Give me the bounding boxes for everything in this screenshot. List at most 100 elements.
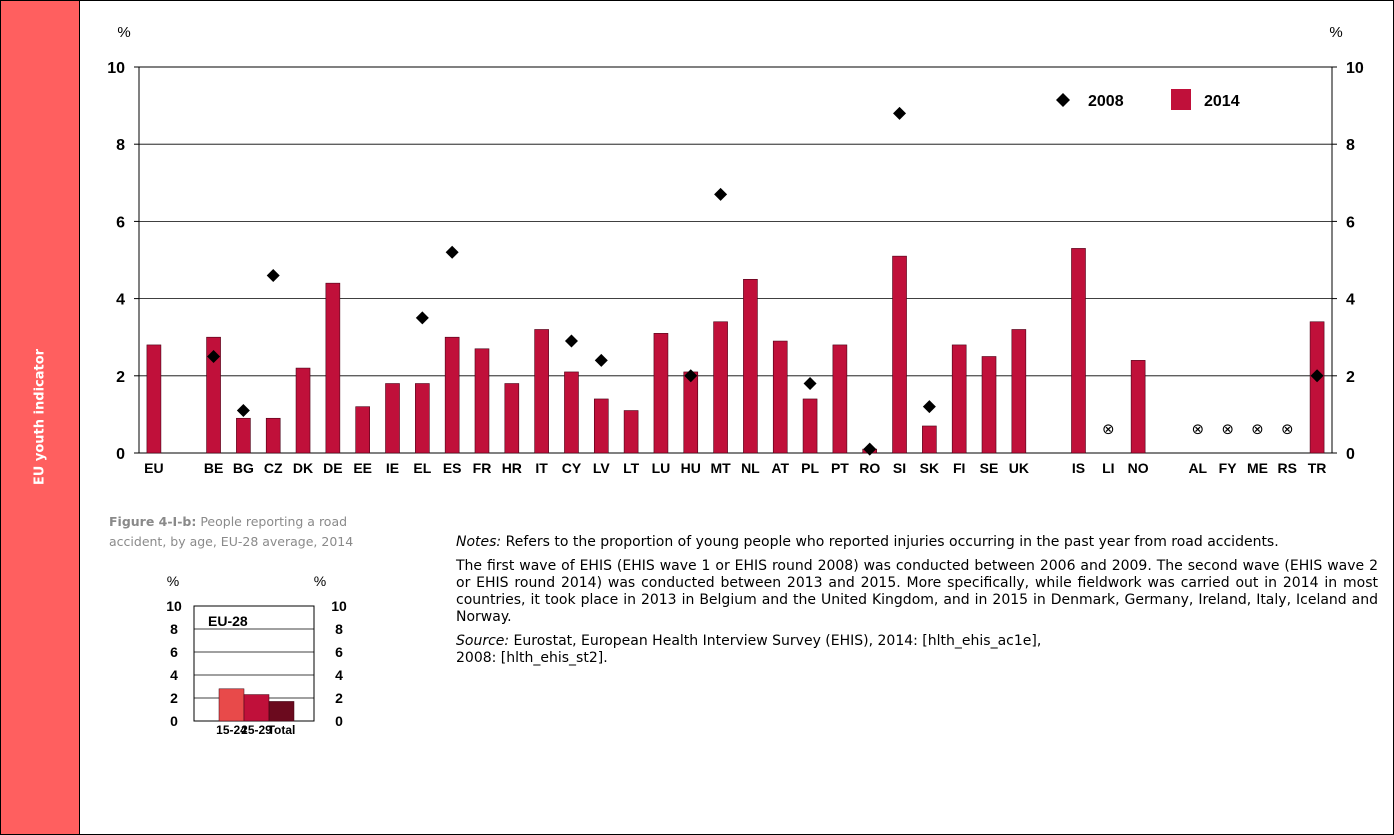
bar-2014	[922, 425, 937, 454]
small-y-unit-right: %	[314, 573, 326, 589]
y-tick-label-left: 10	[107, 60, 125, 77]
legend-label-2014: 2014	[1204, 93, 1240, 110]
y-tick-label-left: 8	[116, 137, 125, 154]
notes-text: Refers to the proportion of young people…	[501, 534, 1279, 550]
x-tick-label: CY	[562, 460, 582, 476]
x-tick-label: FY	[1219, 460, 1238, 476]
x-tick-label: MT	[710, 460, 731, 476]
figure-subtitle: People reporting a road accident, by age…	[109, 514, 354, 549]
marker-2008	[415, 311, 429, 325]
marker-2008	[863, 442, 877, 456]
x-tick-label: BE	[204, 460, 223, 476]
y-tick-label-right: 8	[1346, 137, 1355, 154]
notes-paragraph: Notes: Refers to the proportion of young…	[456, 534, 1378, 551]
x-tick-label: LT	[623, 460, 640, 476]
small-bar	[243, 694, 270, 722]
not-available-symbol: ⊗	[1191, 421, 1204, 438]
y-tick-label-right: 2	[1346, 369, 1355, 386]
small-y-tick-right: 4	[335, 667, 343, 683]
marker-2008	[564, 334, 578, 348]
y-tick-label-right: 4	[1346, 292, 1355, 309]
x-tick-label: LV	[593, 460, 611, 476]
x-tick-label: CZ	[264, 460, 283, 476]
bar-2014	[1011, 329, 1027, 454]
bar-2014	[534, 329, 549, 454]
bar-2014	[623, 410, 639, 454]
marker-2008	[714, 187, 728, 201]
legend-swatch-2014	[1171, 89, 1191, 110]
x-tick-label: LU	[652, 460, 671, 476]
notes-label: Notes:	[456, 534, 502, 550]
bar-2014	[892, 255, 907, 454]
bar-2014	[146, 344, 162, 454]
marker-2008	[684, 369, 698, 383]
x-tick-label: DE	[323, 460, 342, 476]
x-tick-label: PL	[801, 460, 819, 476]
small-y-tick-right: 2	[335, 690, 343, 706]
small-y-tick-right: 6	[335, 644, 343, 660]
marker-2008	[207, 350, 221, 363]
bar-2014	[295, 367, 311, 454]
bar-2014	[325, 282, 341, 454]
marker-2008	[594, 353, 608, 367]
small-x-tick-label: 25-29	[241, 723, 272, 736]
x-tick-label: FR	[473, 460, 492, 476]
small-y-tick-left: 6	[170, 644, 178, 660]
bar-2014	[1130, 360, 1146, 454]
not-available-symbol: ⊗	[1251, 421, 1264, 438]
figure-caption: Figure 4-I-b: People reporting a road ac…	[109, 512, 399, 552]
marker-2008	[922, 400, 936, 414]
x-tick-label: FI	[953, 460, 965, 476]
x-tick-label: EL	[413, 460, 431, 476]
x-tick-label: EU	[144, 460, 163, 476]
x-tick-label: HU	[681, 460, 701, 476]
small-x-tick-label: 15-24	[216, 723, 247, 736]
y-axis-unit-right: %	[1329, 24, 1342, 41]
bar-2014	[743, 278, 758, 454]
x-tick-label: SK	[920, 460, 939, 476]
bar-2014	[1071, 248, 1086, 454]
bar-2014	[504, 383, 520, 454]
x-tick-label: IE	[386, 460, 399, 476]
source-line-2: 2008: [hlth_ehis_st2].	[456, 650, 608, 666]
source-label: Source:	[456, 633, 510, 649]
small-y-tick-left: 2	[170, 690, 178, 706]
x-tick-label: NL	[741, 460, 760, 476]
source-line-1: Eurostat, European Health Interview Surv…	[509, 633, 1042, 649]
y-tick-label-left: 6	[116, 214, 125, 231]
bar-2014	[713, 321, 728, 454]
x-tick-label: IT	[535, 460, 548, 476]
not-available-symbol: ⊗	[1281, 421, 1294, 438]
y-tick-label-left: 2	[116, 369, 125, 386]
x-tick-label: LI	[1102, 460, 1114, 476]
small-x-tick-label: Total	[268, 723, 296, 736]
small-bar	[268, 701, 295, 722]
legend-label-2008: 2008	[1088, 93, 1124, 110]
bar-2014	[951, 344, 967, 454]
bar-2014	[265, 417, 281, 454]
small-y-tick-left: 4	[170, 667, 178, 683]
bar-2014	[355, 406, 370, 454]
marker-2008	[893, 106, 907, 120]
figure-title: Figure 4-I-b:	[109, 514, 197, 529]
main-chart: % % 0 0 2 2 4 4 6 6 8 8 10 10 EU BE BG CZ DK DE EE IE EL ES FR HR…	[107, 24, 1364, 476]
x-tick-label: UK	[1009, 460, 1029, 476]
legend-marker-2008	[1056, 93, 1070, 107]
marker-2008	[266, 268, 280, 282]
x-tick-label: ME	[1247, 460, 1268, 476]
x-tick-label: RS	[1278, 460, 1297, 476]
bar-2014	[474, 348, 490, 454]
sidebar-band: EU youth indicator	[1, 1, 80, 834]
small-y-tick-left: 10	[166, 598, 182, 614]
small-y-tick-right: 8	[335, 621, 343, 637]
y-tick-label-left: 0	[116, 446, 125, 463]
x-tick-label: BG	[233, 460, 254, 476]
x-tick-label: SE	[980, 460, 999, 476]
marker-2008	[445, 245, 459, 259]
x-tick-label: SI	[893, 460, 906, 476]
sidebar-label: EU youth indicator	[32, 348, 48, 486]
y-tick-label-right: 6	[1346, 214, 1355, 231]
bar-2014	[981, 356, 997, 454]
